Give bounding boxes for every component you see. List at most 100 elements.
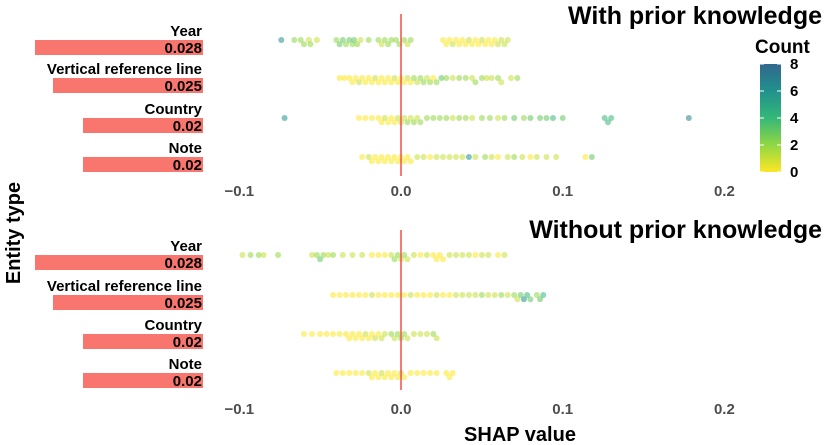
shap-point xyxy=(417,331,424,337)
shap-point xyxy=(511,115,518,121)
shap-point xyxy=(385,370,392,376)
shap-point xyxy=(446,292,453,298)
importance-value: 0.02 xyxy=(173,334,202,351)
shap-point xyxy=(504,154,511,160)
shap-point xyxy=(520,115,527,121)
shap-point xyxy=(346,75,353,81)
shap-point xyxy=(401,292,408,298)
shap-point xyxy=(341,75,348,81)
shap-point xyxy=(433,154,440,160)
shap-point xyxy=(533,154,540,160)
shap-point xyxy=(459,37,466,43)
shap-point xyxy=(501,252,508,258)
shap-point xyxy=(410,119,417,126)
shap-point xyxy=(495,115,501,121)
shap-point xyxy=(385,119,392,126)
shap-point xyxy=(608,115,615,121)
shap-point xyxy=(351,37,358,43)
shap-point xyxy=(365,37,372,43)
shap-point xyxy=(368,331,375,337)
shap-point xyxy=(443,75,450,81)
shap-point xyxy=(427,292,434,298)
shap-point xyxy=(333,370,340,376)
shap-point xyxy=(465,252,472,258)
shap-point xyxy=(330,252,337,258)
importance-value: 0.025 xyxy=(164,295,202,312)
legend-tick-label: 2 xyxy=(790,137,798,154)
shap-point xyxy=(391,75,398,81)
x-axis-title: SHAP value xyxy=(464,424,576,445)
shap-point xyxy=(495,252,501,258)
shap-point xyxy=(349,292,356,298)
shap-point xyxy=(368,158,375,165)
shap-point xyxy=(553,154,560,160)
shap-point xyxy=(336,331,343,337)
shap-point xyxy=(433,335,440,342)
shap-point xyxy=(482,154,489,160)
shap-point xyxy=(478,292,485,298)
shap-point xyxy=(449,370,456,376)
shap-point xyxy=(404,41,411,48)
shap-point xyxy=(582,154,589,160)
shap-point xyxy=(352,335,359,342)
shap-point xyxy=(391,154,398,160)
shap-point xyxy=(362,331,369,337)
shap-point xyxy=(375,115,382,121)
panel-with-prior-knowledge: With prior knowledge 0.028Year0.025Verti… xyxy=(35,2,822,200)
shap-point xyxy=(430,331,437,337)
shap-point xyxy=(394,79,401,86)
shap-point xyxy=(309,252,316,258)
shap-point xyxy=(407,370,414,376)
shap-point xyxy=(453,252,459,258)
shap-point xyxy=(388,252,395,258)
category-label: Year xyxy=(170,238,202,255)
shap-point xyxy=(443,115,450,121)
shap-point xyxy=(388,115,395,121)
importance-bar xyxy=(35,40,203,55)
shap-point xyxy=(495,41,501,48)
shap-point xyxy=(472,292,479,298)
shap-point xyxy=(446,154,453,160)
shap-point xyxy=(357,37,364,43)
shap-point xyxy=(381,292,388,298)
shap-point xyxy=(456,41,463,48)
shap-point xyxy=(393,37,400,43)
shap-point xyxy=(301,331,307,337)
shap-point xyxy=(401,252,408,258)
shap-point xyxy=(330,292,337,298)
shap-point xyxy=(453,292,459,298)
shap-point xyxy=(605,119,611,126)
importance-bar xyxy=(83,157,203,172)
shap-point xyxy=(339,370,346,376)
shap-point xyxy=(401,115,408,121)
shap-point xyxy=(297,37,304,43)
shap-point xyxy=(401,79,408,86)
shap-point xyxy=(356,115,362,121)
shap-point xyxy=(313,37,320,43)
shap-point xyxy=(356,79,362,86)
shap-point xyxy=(485,252,492,258)
shap-point xyxy=(478,75,485,81)
shap-point xyxy=(417,252,424,258)
shap-point xyxy=(394,331,401,337)
legend-colorbar xyxy=(760,64,781,172)
shap-point xyxy=(446,252,453,258)
shap-point xyxy=(601,115,608,121)
shap-point xyxy=(485,292,492,298)
x-tick-label: 0.2 xyxy=(714,401,735,418)
shap-point xyxy=(533,292,540,298)
shap-point xyxy=(309,331,316,337)
panel-title: With prior knowledge xyxy=(568,2,822,30)
shap-point xyxy=(498,79,505,86)
shap-point xyxy=(394,252,401,258)
shap-point xyxy=(501,41,508,48)
importance-value: 0.02 xyxy=(173,118,202,135)
legend-tick-label: 6 xyxy=(790,83,798,100)
shap-point xyxy=(381,374,388,381)
shap-point xyxy=(427,154,434,160)
shap-point xyxy=(414,154,421,160)
shap-point xyxy=(420,154,427,160)
shap-point xyxy=(540,292,547,298)
color-legend: Count 0 2 4 6 8 xyxy=(755,37,811,181)
shap-point xyxy=(275,252,282,258)
